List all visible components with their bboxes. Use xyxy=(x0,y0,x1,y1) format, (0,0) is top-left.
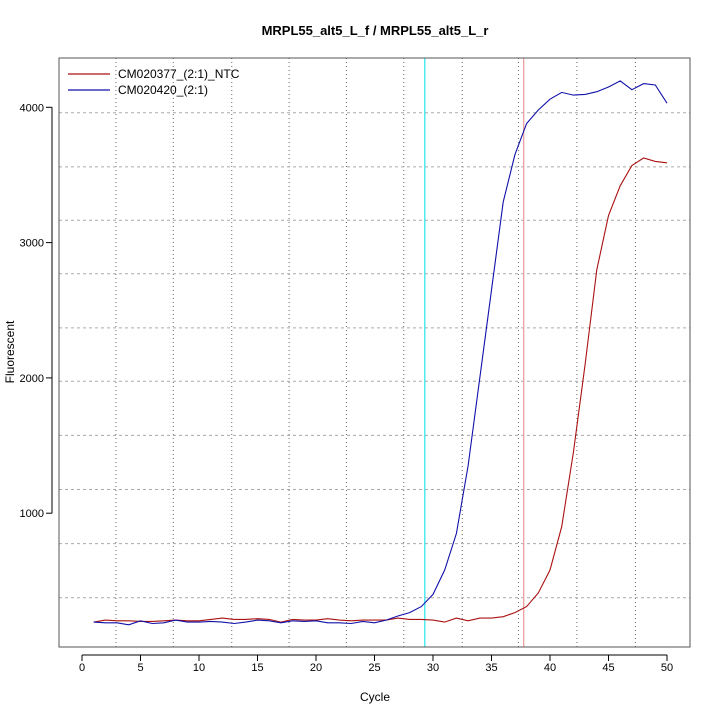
threshold-lines xyxy=(424,58,525,647)
y-axis-label: Fluorescent xyxy=(3,320,17,383)
y-tick-label: 4000 xyxy=(20,102,44,114)
legend-label-ntc: CM020377_(2:1)_NTC xyxy=(118,67,240,81)
x-axis-label: Cycle xyxy=(360,690,390,704)
y-tick-label: 2000 xyxy=(20,373,44,385)
x-tick-label: 15 xyxy=(251,662,263,674)
series-line-1 xyxy=(93,80,668,626)
legend: CM020377_(2:1)_NTC CM020420_(2:1) xyxy=(68,67,240,97)
x-tick-label: 35 xyxy=(485,662,497,674)
x-tick-label: 5 xyxy=(137,662,143,674)
y-tick-label: 1000 xyxy=(20,508,44,520)
legend-label-sample: CM020420_(2:1) xyxy=(118,83,208,97)
series-lines xyxy=(93,80,668,626)
grid xyxy=(59,58,690,647)
x-tick-label: 45 xyxy=(602,662,614,674)
y-axis: 1000 2000 3000 4000 xyxy=(20,102,53,520)
x-tick-label: 50 xyxy=(661,662,673,674)
x-axis: 0 5 10 15 20 25 30 35 40 45 50 xyxy=(79,654,673,674)
chart-title: MRPL55_alt5_L_f / MRPL55_alt5_L_r xyxy=(262,23,489,38)
x-tick-label: 40 xyxy=(544,662,556,674)
x-tick-label: 25 xyxy=(368,662,380,674)
x-tick-label: 10 xyxy=(193,662,205,674)
series-line-0 xyxy=(93,157,668,623)
x-tick-label: 30 xyxy=(427,662,439,674)
x-tick-label: 0 xyxy=(79,662,85,674)
x-tick-label: 20 xyxy=(310,662,322,674)
plot-frame xyxy=(58,57,691,648)
y-tick-label: 3000 xyxy=(20,238,44,250)
